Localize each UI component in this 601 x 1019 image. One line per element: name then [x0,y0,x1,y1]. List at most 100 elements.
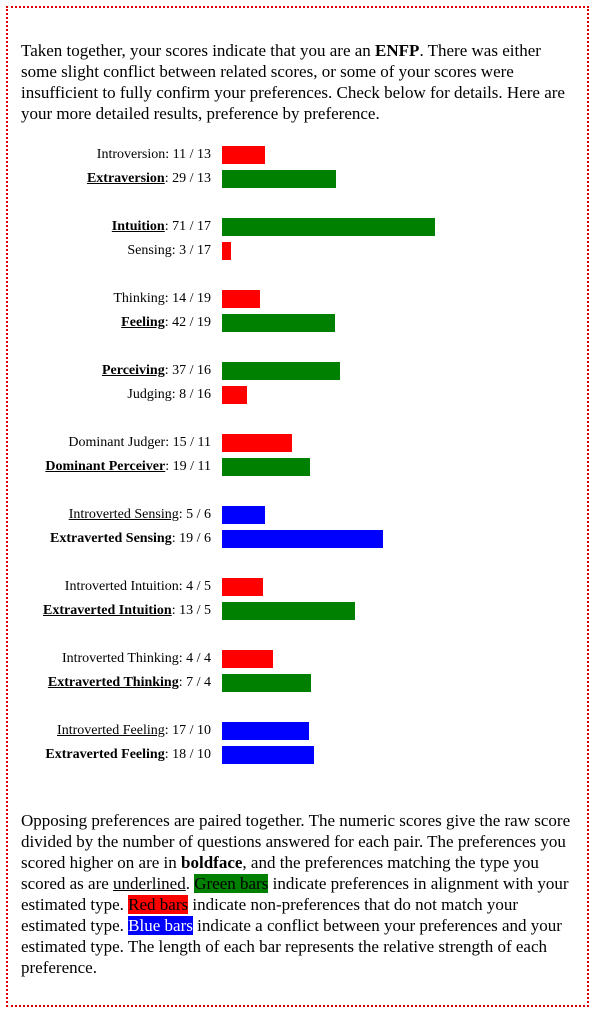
score-intuition: 71 [172,219,187,234]
pref-name-introverted-intuition: Introverted Intuition [64,579,179,594]
score-sensing: 3 [179,243,187,258]
bar-extraverted-thinking [222,674,311,692]
total-extraverted-sensing: 6 [204,531,211,546]
slash: / [186,747,197,762]
total-extraverted-thinking: 4 [204,675,211,690]
separator: : [164,171,173,186]
score-perceiving: 37 [172,363,187,378]
label-introverted-intuition: Introverted Intuition: 4 / 5 [65,579,211,595]
pref-name-sensing: Sensing [127,243,172,258]
bar-judging [222,386,247,404]
label-dominant-judger: Dominant Judger: 15 / 11 [68,435,211,451]
intro-paragraph: Taken together, your scores indicate tha… [21,40,581,124]
total-feeling: 19 [197,315,211,330]
separator: : [164,291,173,306]
label-dominant-perceiver: Dominant Perceiver: 19 / 11 [45,459,211,475]
legend-boldface: boldface [181,853,243,872]
slash: / [186,723,197,738]
label-extraverted-feeling: Extraverted Feeling: 18 / 10 [45,747,211,763]
total-introversion: 13 [197,147,211,162]
separator: : [164,723,173,738]
legend-text-1: Opposing preferences are paired together… [21,811,571,872]
slash: / [193,675,204,690]
intro-pre: Taken together, your scores indicate tha… [21,41,376,60]
separator: : [165,147,173,162]
slash: / [193,651,204,666]
score-feeling: 42 [172,315,187,330]
separator: : [171,243,180,258]
slash: / [186,243,197,258]
intro-post: . There was either some slight conflict … [21,41,565,123]
legend-text-4: indicate preferences in alignment with y… [21,874,569,914]
total-sensing: 17 [197,243,211,258]
pref-name-feeling: Feeling [121,315,165,330]
total-dominant-perceiver: 11 [197,459,211,474]
total-judging: 16 [197,387,211,402]
total-extraverted-intuition: 5 [204,603,211,618]
separator: : [164,219,173,234]
label-extraverted-intuition: Extraverted Intuition: 13 / 5 [43,603,211,619]
label-extraverted-sensing: Extraverted Sensing: 19 / 6 [50,531,211,547]
score-dominant-judger: 15 [172,435,187,450]
legend-green-bars: Green bars [194,874,269,893]
bar-introversion [222,146,265,164]
bar-extraverted-intuition [222,602,355,620]
slash: / [186,219,197,234]
legend-red-bars: Red bars [128,895,189,914]
label-intuition: Intuition: 71 / 17 [112,219,211,235]
slash: / [193,579,204,594]
separator: : [171,387,180,402]
separator: : [165,459,173,474]
total-extraversion: 13 [197,171,211,186]
bar-extraverted-feeling [222,746,314,764]
score-extraverted-thinking: 7 [186,675,194,690]
label-perceiving: Perceiving: 37 / 16 [102,363,211,379]
label-sensing: Sensing: 3 / 17 [127,243,211,259]
total-perceiving: 16 [197,363,211,378]
pref-name-extraversion: Extraversion [86,171,165,186]
dotted-border-frame [6,6,589,1007]
pref-name-extraverted-thinking: Extraverted Thinking [47,675,179,690]
slash: / [186,147,197,162]
total-introverted-thinking: 4 [204,651,211,666]
type-result: ENFP [375,41,420,60]
separator: : [164,315,173,330]
total-extraverted-feeling: 10 [197,747,211,762]
separator: : [178,675,187,690]
legend-paragraph: Opposing preferences are paired together… [21,810,581,978]
slash: / [186,459,198,474]
total-introverted-intuition: 5 [204,579,211,594]
pref-name-introversion: Introversion [96,147,166,162]
separator: : [178,507,187,522]
label-introverted-thinking: Introverted Thinking: 4 / 4 [62,651,211,667]
pref-name-introverted-feeling: Introverted Feeling [57,723,165,738]
legend-text-2: , and the preferences matching the type … [21,853,539,893]
pref-name-introverted-thinking: Introverted Thinking [61,651,179,666]
legend-underlined: underlined [113,874,186,893]
pref-name-extraverted-feeling: Extraverted Feeling [45,747,165,762]
label-thinking: Thinking: 14 / 19 [113,291,211,307]
score-extraverted-sensing: 19 [179,531,194,546]
total-dominant-judger: 11 [197,435,211,450]
score-introverted-thinking: 4 [186,651,194,666]
total-introverted-sensing: 6 [204,507,211,522]
bar-dominant-judger [222,434,292,452]
bar-perceiving [222,362,340,380]
pref-name-judging: Judging [127,387,172,402]
pref-name-intuition: Intuition [111,219,165,234]
score-introverted-feeling: 17 [172,723,187,738]
score-extraverted-feeling: 18 [172,747,187,762]
bar-introverted-intuition [222,578,263,596]
label-introverted-sensing: Introverted Sensing: 5 / 6 [69,507,211,523]
score-extraverted-intuition: 13 [179,603,194,618]
slash: / [186,363,197,378]
bar-intuition [222,218,435,236]
slash: / [193,531,204,546]
legend-text-3: . [185,874,195,893]
slash: / [193,603,204,618]
bar-introverted-sensing [222,506,265,524]
label-extraversion: Extraversion: 29 / 13 [87,171,211,187]
score-introverted-intuition: 4 [186,579,194,594]
score-thinking: 14 [172,291,187,306]
